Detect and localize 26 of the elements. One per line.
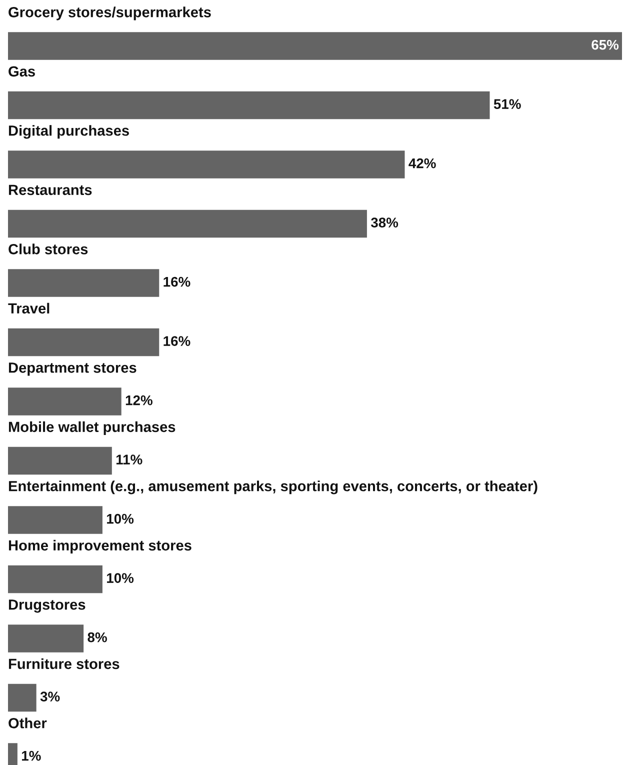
y-tick-label: Club stores	[8, 244, 88, 254]
data-label: 16%	[164, 276, 190, 287]
y-tick-label: Digital purchases	[8, 125, 129, 139]
y-tick-label: Home improvement stores	[8, 540, 192, 554]
data-label: 16%	[164, 336, 190, 346]
data-label: 38%	[370, 218, 398, 228]
y-tick-label: Entertainment (e.g., amusement parks, sporting events, concerts, or theater)	[8, 480, 538, 494]
y-tick-label: Mobile wallet purchases	[8, 421, 176, 435]
data-label: 65%	[592, 40, 619, 50]
y-tick-label: Other	[8, 718, 47, 728]
data-label: 10%	[107, 573, 134, 583]
data-label: 12%	[126, 395, 152, 406]
data-label: 42%	[408, 158, 436, 168]
data-label: 8%	[88, 632, 107, 642]
y-tick-label: Travel	[8, 302, 50, 314]
y-tick-label: Department stores	[8, 362, 136, 376]
data-label: 10%	[107, 514, 134, 524]
y-tick-label: Drugstores	[8, 600, 86, 613]
y-tick-label: Grocery stores/supermarkets	[8, 6, 211, 20]
data-label: 1%	[22, 750, 41, 761]
y-tick-label: Restaurants	[8, 184, 92, 196]
y-tick-label: Gas	[8, 66, 35, 77]
y-tick-label: Furniture stores	[8, 658, 120, 670]
data-label: 3%	[40, 692, 60, 702]
data-label: 51%	[494, 99, 521, 109]
data-label: 11%	[116, 454, 142, 464]
